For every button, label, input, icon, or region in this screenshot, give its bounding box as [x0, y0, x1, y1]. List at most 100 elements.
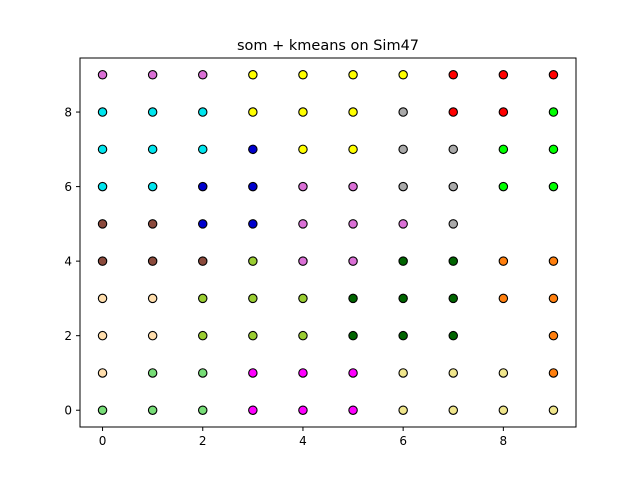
- data-point: [448, 144, 459, 155]
- x-tick-label: 0: [99, 434, 107, 448]
- data-point: [97, 144, 108, 155]
- x-tick-label: 2: [199, 434, 207, 448]
- data-point: [448, 405, 459, 415]
- data-point: [348, 144, 358, 155]
- data-point: [348, 405, 358, 415]
- data-point: [398, 219, 408, 229]
- data-point: [97, 181, 108, 192]
- data-point: [448, 70, 459, 80]
- data-point: [448, 107, 459, 117]
- data-point: [448, 256, 459, 266]
- data-point: [197, 70, 208, 80]
- y-tick-label: 6: [64, 180, 72, 194]
- data-point: [348, 107, 358, 117]
- data-point: [498, 107, 509, 117]
- data-point: [197, 181, 208, 192]
- data-point: [197, 219, 208, 229]
- data-point: [398, 330, 408, 341]
- data-point: [147, 219, 158, 229]
- data-point: [348, 181, 358, 192]
- data-point: [147, 330, 158, 341]
- data-point: [97, 256, 108, 266]
- data-point: [147, 107, 158, 117]
- data-point: [197, 107, 208, 117]
- data-point: [97, 405, 108, 415]
- data-point: [197, 256, 208, 266]
- data-point: [248, 70, 258, 80]
- data-point: [97, 219, 108, 229]
- x-tick-label: 8: [500, 434, 508, 448]
- data-point: [398, 70, 408, 80]
- data-point: [298, 144, 308, 155]
- data-point: [147, 181, 158, 192]
- data-point: [97, 70, 108, 80]
- data-point: [348, 256, 358, 266]
- data-point: [197, 368, 208, 378]
- data-point: [298, 107, 308, 117]
- plot-points: [97, 70, 559, 415]
- data-point: [147, 256, 158, 266]
- data-point: [147, 368, 158, 378]
- data-point: [548, 107, 559, 117]
- data-point: [498, 368, 509, 378]
- data-point: [197, 405, 208, 415]
- data-point: [348, 70, 358, 80]
- data-point: [298, 330, 308, 341]
- data-point: [97, 330, 108, 341]
- data-point: [498, 70, 509, 80]
- data-point: [498, 405, 509, 415]
- data-point: [248, 219, 258, 229]
- data-point: [548, 405, 559, 415]
- data-point: [398, 181, 408, 192]
- data-point: [498, 181, 509, 192]
- data-point: [398, 144, 408, 155]
- data-point: [147, 144, 158, 155]
- data-point: [348, 368, 358, 378]
- data-point: [197, 330, 208, 341]
- data-point: [248, 107, 258, 117]
- data-point: [498, 293, 509, 304]
- data-point: [398, 368, 408, 378]
- data-point: [248, 368, 258, 378]
- data-point: [448, 368, 459, 378]
- data-point: [498, 144, 509, 155]
- data-point: [348, 219, 358, 229]
- data-point: [197, 293, 208, 304]
- data-point: [298, 368, 308, 378]
- axes: 0 2 4 6 8 0 2 4 6 8: [64, 106, 507, 448]
- data-point: [548, 330, 559, 341]
- data-point: [298, 219, 308, 229]
- data-point: [97, 368, 108, 378]
- data-point: [448, 293, 459, 304]
- data-point: [147, 70, 158, 80]
- x-tick-label: 4: [299, 434, 307, 448]
- data-point: [147, 293, 158, 304]
- data-point: [248, 405, 258, 415]
- data-point: [398, 293, 408, 304]
- data-point: [398, 107, 408, 117]
- data-point: [548, 144, 559, 155]
- data-point: [548, 256, 559, 266]
- data-point: [398, 256, 408, 266]
- data-point: [398, 405, 408, 415]
- data-point: [197, 144, 208, 155]
- chart-title: som + kmeans on Sim47: [237, 38, 419, 54]
- data-point: [248, 293, 258, 304]
- data-point: [248, 256, 258, 266]
- data-point: [548, 181, 559, 192]
- data-point: [348, 293, 358, 304]
- data-point: [298, 181, 308, 192]
- data-point: [348, 330, 358, 341]
- x-tick-label: 6: [399, 434, 407, 448]
- data-point: [147, 405, 158, 415]
- data-point: [298, 405, 308, 415]
- data-point: [97, 107, 108, 117]
- data-point: [298, 70, 308, 80]
- data-point: [548, 70, 559, 80]
- data-point: [298, 293, 308, 304]
- data-point: [97, 293, 108, 304]
- data-point: [448, 181, 459, 192]
- y-tick-label: 0: [64, 404, 72, 418]
- data-point: [548, 368, 559, 378]
